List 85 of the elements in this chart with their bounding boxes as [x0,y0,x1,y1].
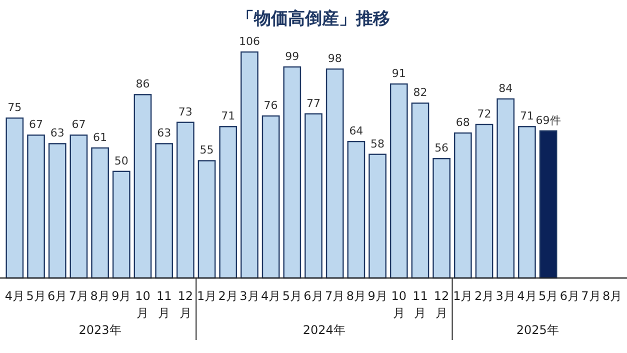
x-tick-label: 9月 [368,289,388,303]
bar [240,51,258,279]
data-label: 84 [498,82,513,95]
x-tick-label: 8月 [346,289,366,303]
data-label: 73 [178,105,192,118]
bar [411,102,430,279]
bar [112,170,130,279]
bar [326,68,344,279]
data-label: 71 [221,110,236,123]
x-tick-label: 1月 [196,289,217,303]
x-tick-label: 5月 [282,289,302,303]
text: 2025年 [516,323,559,337]
bar [27,134,45,279]
x-tick-label: 6月 [48,289,68,303]
data-label: 99 [285,50,300,63]
x-tick-label: 12月 [178,289,194,320]
data-label: 77 [306,96,320,110]
data-label: 98 [328,52,342,66]
data-label: 86 [136,78,150,91]
x-tick-label: 3月 [496,289,516,303]
data-label: 106 [238,35,260,48]
data-label: 76 [264,98,278,112]
data-label: 71 [520,110,534,123]
data-label: 56 [434,142,449,155]
bar [91,147,109,279]
bar [539,130,558,279]
x-tick-label: 7月 [325,289,345,303]
bar [304,113,322,279]
x-tick-label: 5月 [538,289,558,303]
bar [262,115,280,279]
bar [48,143,66,279]
x-tick-label: 4月 [260,289,281,303]
chart-title: 「物価高倒産」推移 [237,9,390,29]
x-tick-label: 4月 [517,289,537,303]
data-label: 63 [157,126,172,140]
x-tick-label: 7月 [68,289,89,303]
data-label: 91 [392,66,406,80]
data-label: 72 [477,107,492,120]
x-tick-label: 6月 [304,289,324,303]
data-label: 55 [200,144,214,157]
x-tick-label: 2月 [474,289,494,303]
data-label: 67 [72,118,86,132]
bar [432,158,450,279]
bar [368,154,386,279]
x-tick-label: 10月 [391,289,407,320]
x-tick-label: 11月 [156,289,172,320]
bar [390,83,408,279]
bar [134,94,152,279]
x-tick-label: 5月 [26,289,46,303]
bar [496,98,515,279]
bar [219,126,238,279]
text: 2023年 [78,323,122,337]
text: 2024年 [302,323,346,337]
data-label: 63 [50,126,64,140]
x-tick-label: 3月 [240,289,260,303]
data-label: 67 [29,118,44,132]
bar [475,124,494,279]
x-tick-label: 7月 [581,289,601,303]
bar [176,122,194,279]
data-label: 68 [456,116,470,130]
x-tick-label: 6月 [560,289,580,303]
x-tick-label: 8月 [602,289,622,303]
data-label: 50 [114,154,128,168]
bar [518,126,536,279]
x-tick-label: 4月 [4,289,24,303]
bar [6,117,24,279]
data-label: 69件 [536,114,561,127]
x-tick-label: 2月 [218,289,238,303]
data-label: 82 [413,86,428,100]
x-tick-label: 11月 [412,289,428,320]
data-label: 75 [8,101,22,114]
bar [454,132,472,279]
bar [347,140,366,279]
bar [283,66,302,279]
x-tick-label: 1月 [453,289,473,303]
data-label: 64 [349,124,364,138]
data-label: 58 [370,137,385,150]
bar [155,143,174,279]
data-label: 61 [93,130,108,144]
bar [70,134,88,279]
x-tick-label: 8月 [90,289,110,303]
x-tick-label: 9月 [112,289,132,303]
bar [198,160,216,279]
x-tick-label: 12月 [434,289,450,320]
x-tick-label: 10月 [135,289,150,320]
